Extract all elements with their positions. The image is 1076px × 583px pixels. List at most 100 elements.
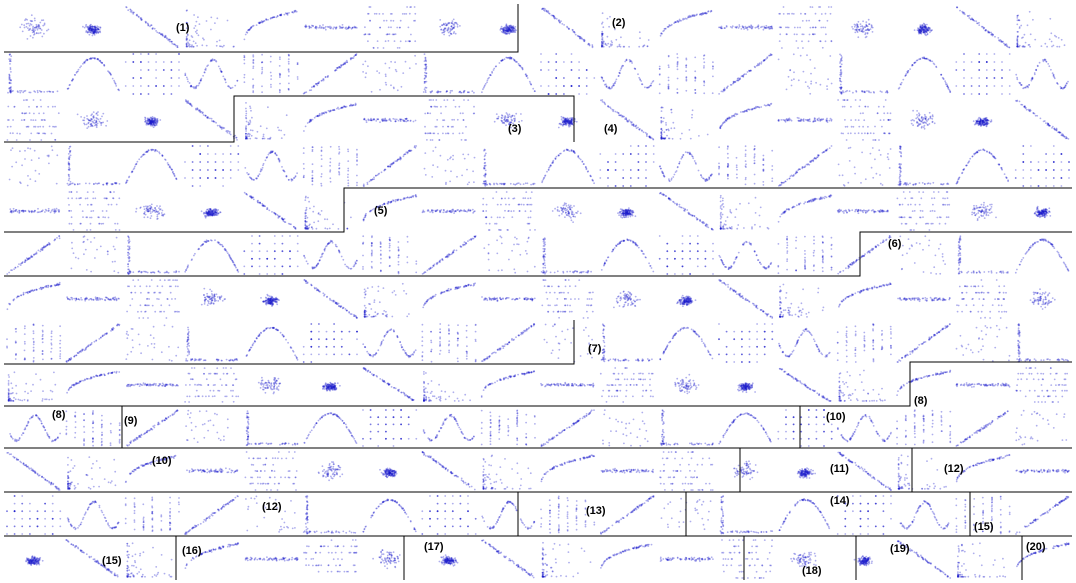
data-point (243, 62, 246, 65)
data-point (425, 67, 427, 69)
data-point (276, 15, 279, 18)
data-point (191, 169, 194, 171)
data-point (931, 118, 934, 120)
data-point (369, 178, 372, 181)
data-point (186, 25, 189, 28)
data-point (505, 28, 508, 30)
scatter-tile (778, 6, 833, 49)
scatter-tile (439, 18, 461, 37)
data-point (149, 25, 151, 28)
data-point (865, 23, 868, 26)
data-point (515, 61, 517, 63)
data-point (673, 127, 676, 130)
data-point (857, 20, 860, 23)
data-point (921, 118, 924, 121)
data-point (510, 58, 512, 60)
data-point (392, 117, 395, 120)
data-point (591, 44, 594, 46)
data-point (370, 90, 373, 93)
data-point (347, 160, 350, 163)
data-point (147, 93, 150, 95)
data-point (93, 32, 96, 34)
data-point (665, 128, 668, 131)
data-point (672, 121, 675, 124)
data-point (394, 68, 397, 71)
data-point (202, 74, 205, 77)
data-point (509, 182, 512, 185)
data-point (484, 84, 486, 87)
data-point (447, 31, 450, 34)
data-point (99, 26, 102, 29)
data-point (313, 85, 316, 88)
data-point (261, 137, 264, 140)
data-point (567, 118, 569, 121)
data-point (30, 132, 33, 135)
data-point (787, 26, 790, 29)
data-point (585, 69, 588, 71)
data-point (38, 157, 40, 160)
scatter-tile (838, 53, 889, 95)
data-point (199, 79, 202, 82)
data-point (462, 119, 465, 121)
data-point (685, 64, 688, 67)
data-point (346, 27, 349, 30)
data-point (296, 78, 299, 80)
data-point (806, 54, 808, 57)
data-point (39, 31, 42, 34)
data-point (819, 83, 822, 86)
data-point (665, 122, 667, 124)
data-point (347, 184, 350, 187)
data-point (926, 123, 929, 126)
data-point (407, 40, 410, 42)
data-point (170, 40, 173, 43)
data-point (927, 27, 929, 30)
data-point (800, 118, 802, 121)
data-point (39, 21, 42, 24)
scatter-tile (540, 53, 596, 95)
data-point (694, 161, 697, 164)
data-point (88, 33, 91, 36)
data-point (685, 78, 688, 81)
data-point (973, 20, 976, 22)
data-point (89, 57, 92, 59)
data-point (933, 122, 936, 125)
data-point (426, 139, 428, 141)
data-point (782, 6, 785, 8)
data-point (35, 25, 38, 28)
data-point (601, 42, 603, 45)
data-point (352, 26, 354, 29)
data-point (50, 132, 53, 135)
data-point (387, 165, 390, 168)
data-point (637, 169, 640, 171)
data-point (435, 99, 438, 101)
data-point (850, 105, 852, 108)
data-point (658, 68, 661, 70)
data-point (869, 132, 872, 135)
data-point (615, 38, 618, 41)
data-point (170, 85, 173, 87)
data-point (194, 42, 197, 45)
data-point (368, 6, 371, 8)
data-point (578, 93, 580, 95)
data-point (1029, 45, 1031, 48)
data-point (353, 26, 356, 29)
data-point (513, 59, 516, 62)
data-point (158, 151, 161, 154)
data-point (91, 124, 93, 127)
data-point (184, 161, 186, 163)
data-point (185, 22, 188, 24)
data-point (685, 89, 688, 92)
data-point (38, 112, 40, 115)
data-point (543, 176, 546, 179)
data-point (118, 183, 121, 185)
data-point (198, 110, 201, 112)
data-point (347, 148, 349, 151)
data-point (210, 28, 212, 31)
data-point (587, 43, 589, 46)
scatter-tile (719, 102, 773, 130)
data-point (313, 116, 316, 119)
data-point (316, 115, 319, 117)
data-point (330, 26, 333, 29)
data-point (186, 22, 189, 24)
data-point (778, 120, 780, 122)
